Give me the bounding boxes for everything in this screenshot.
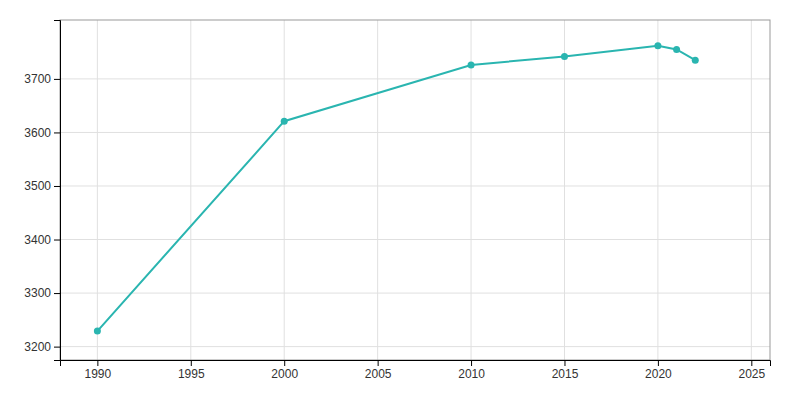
tick-mark [191,360,192,366]
tick-label: 2010 [458,367,485,381]
tick: 1990 [85,360,112,381]
tick-mark [54,347,60,348]
tick-label: 2005 [365,367,392,381]
point [654,42,661,49]
tick-label: 2025 [738,367,765,381]
grid-line-x [657,20,658,360]
point [673,46,680,53]
tick-label: 3200 [24,340,51,354]
tick-mark [378,360,379,366]
grid-line-x [190,20,191,360]
tick-mark [564,360,565,366]
tick: 2010 [458,360,485,381]
tick-mark [54,132,60,133]
axis-domain [54,21,61,361]
tick-mark [284,360,285,366]
plot-frame [60,20,770,360]
tick-mark [54,186,60,187]
grid-line-y [60,346,770,347]
tick-mark [54,293,60,294]
x-axis: 1990 1995 2000 2005 2010 2015 2020 2025 [61,360,771,381]
line [97,46,695,331]
tick: 2000 [271,360,298,381]
tick: 3400 [24,233,60,247]
tick-label: 1990 [85,367,112,381]
grid-line-y [60,185,770,186]
grid-line-x [564,20,565,360]
grid-line-y [60,293,770,294]
grid-line-y [60,78,770,79]
tick: 3200 [24,340,60,354]
tick: 2020 [645,360,672,381]
tick-mark [54,240,60,241]
plot-area: 1990 1995 2000 2005 2010 2015 2020 2025 3200 3300… [24,20,770,381]
grid-line-y [60,132,770,133]
tick: 2015 [552,360,579,381]
grid [60,20,770,360]
grid-line-y [60,239,770,240]
tick-mark [54,79,60,80]
tick-mark [471,360,472,366]
tick: 3600 [24,126,60,140]
point [281,118,288,125]
tick-label: 2015 [552,367,579,381]
tick: 2025 [738,360,765,381]
tick-label: 3700 [24,72,51,86]
tick-label: 3400 [24,233,51,247]
tick: 3500 [24,179,60,193]
y-axis: 3200 3300 3400 3500 3600 3700 [24,21,60,361]
point [561,53,568,60]
tick-mark [97,360,98,366]
grid-line-x [471,20,472,360]
tick-mark [658,360,659,366]
tick-label: 2000 [271,367,298,381]
grid-line-x [284,20,285,360]
tick: 2005 [365,360,392,381]
point [94,328,101,335]
grid-line-x [377,20,378,360]
tick: 3300 [24,286,60,300]
tick-label: 3600 [24,126,51,140]
chart-svg: 1990 1995 2000 2005 2010 2015 2020 2025 3200 3300… [0,0,800,400]
tick-label: 2020 [645,367,672,381]
point [692,57,699,64]
tick-label: 3300 [24,286,51,300]
tick-label: 3500 [24,179,51,193]
grid-line-x [751,20,752,360]
tick: 3700 [24,72,60,86]
tick-mark [751,360,752,366]
tick-label: 1995 [178,367,205,381]
series [94,42,699,334]
point [468,61,475,68]
tick: 1995 [178,360,205,381]
grid-line-x [97,20,98,360]
axis-domain [61,361,771,367]
